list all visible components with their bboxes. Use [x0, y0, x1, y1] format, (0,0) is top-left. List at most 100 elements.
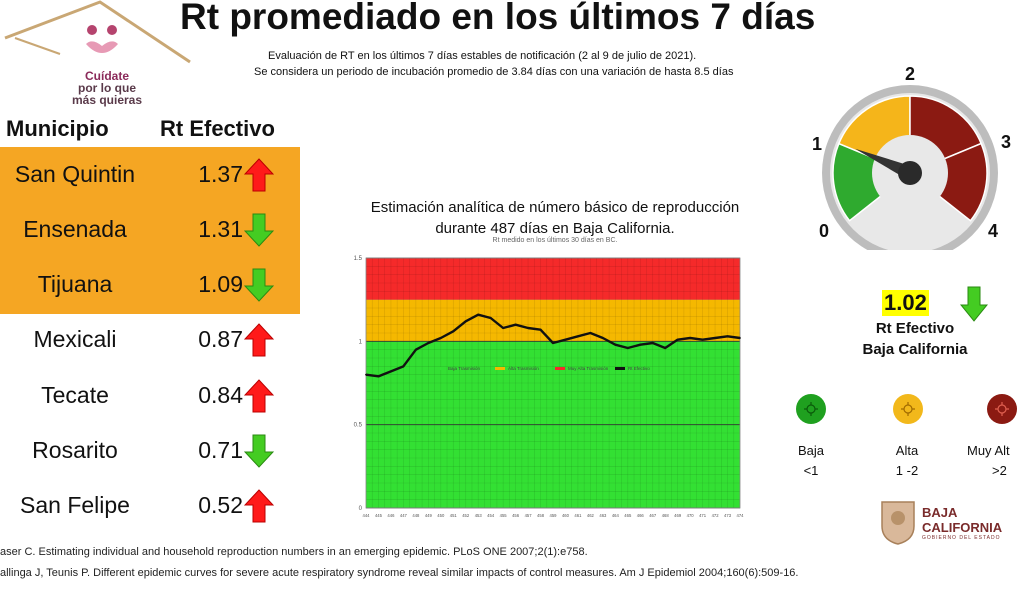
gauge-hub — [898, 161, 922, 185]
reference-1: aser C. Estimating individual and househ… — [0, 546, 588, 558]
zone-band — [366, 258, 740, 300]
x-tick-label: 445 — [375, 513, 383, 518]
header-rt-efectivo: Rt Efectivo — [160, 116, 275, 141]
data-point — [689, 337, 692, 339]
x-tick-label: 446 — [387, 513, 395, 518]
data-point — [589, 332, 592, 334]
arrow-up-icon — [244, 158, 274, 192]
x-tick-label: 456 — [512, 513, 520, 518]
rt-value: 0.87 — [198, 326, 243, 352]
data-point — [464, 320, 467, 323]
municipio-name: Tecate — [41, 382, 109, 408]
gauge-label: 0 — [819, 221, 829, 241]
data-point — [676, 338, 679, 341]
municipio-name: Ensenada — [23, 216, 127, 242]
rt-value: 0.52 — [198, 492, 243, 518]
house-heart-icon — [4, 0, 191, 64]
x-tick-label: 447 — [400, 513, 408, 518]
municipio-name: Tijuana — [37, 271, 113, 297]
rt-value: 1.09 — [198, 271, 243, 297]
header-municipio: Municipio — [6, 116, 109, 141]
rt-value: 1.37 — [198, 161, 243, 187]
municipio-name: San Quintin — [14, 161, 136, 187]
data-point — [427, 342, 430, 344]
data-point — [739, 337, 741, 339]
virus-icon — [804, 402, 818, 416]
chart-title: Estimación analítica de número básico de… — [330, 197, 780, 239]
x-tick-label: 474 — [737, 513, 745, 518]
table-row: Ensenada 1.31 — [0, 202, 300, 257]
arrow-down-icon — [960, 286, 988, 322]
rt-value: 0.71 — [198, 437, 243, 463]
legend-alta-name: Alta — [895, 443, 919, 458]
cuidate-logo — [0, 0, 200, 108]
x-tick-label: 453 — [475, 513, 483, 518]
data-point — [377, 375, 380, 378]
x-tick-label: 451 — [450, 513, 458, 518]
x-tick-label: 472 — [712, 513, 720, 518]
zone-band — [366, 299, 740, 342]
municipio-name: San Felipe — [20, 492, 130, 518]
rt-label-line1: Rt Efectivo — [875, 320, 955, 337]
chart-subtitle: Rt medido en los últimos 30 días en BC. — [492, 237, 618, 244]
gauge-segment-low — [832, 142, 912, 222]
legend-label: Rt Efectivo — [628, 366, 650, 371]
data-point — [477, 313, 480, 316]
data-point — [651, 342, 654, 344]
x-tick-label: 458 — [537, 513, 545, 518]
legend-swatch — [435, 367, 445, 370]
data-point — [664, 347, 667, 349]
x-tick-label: 468 — [662, 513, 670, 518]
data-point — [564, 338, 567, 341]
x-tick-label: 448 — [412, 513, 420, 518]
legend-label: Baja Trasmisión — [448, 366, 481, 371]
x-tick-label: 473 — [724, 513, 732, 518]
legend-baja-range: <1 — [803, 463, 819, 478]
x-tick-label: 466 — [637, 513, 645, 518]
x-tick-label: 454 — [487, 513, 495, 518]
data-point — [539, 328, 542, 331]
rt-label-line2: Baja California — [862, 341, 968, 358]
legend-swatch — [615, 367, 625, 370]
x-tick-label: 444 — [363, 513, 371, 518]
logo-slogan: Cuídate por lo que más quieras — [52, 70, 162, 106]
legend-muy-alta-range: >2 — [992, 463, 1007, 478]
data-point — [527, 327, 529, 329]
x-tick-label: 461 — [574, 513, 582, 518]
gauge-label: 4 — [988, 221, 998, 241]
rt-line-chart: 0 0.5 1 1.5 444 445 446 447 448 449 450 451 452 453 45… — [354, 256, 745, 518]
subtitle-line2: Se considera un periodo de incubación pr… — [254, 66, 734, 78]
legend-swatch — [495, 367, 505, 370]
data-point — [414, 348, 417, 351]
legend-label: Alta Trasmisión — [508, 366, 539, 371]
references: aser C. Estimating individual and househ… — [0, 542, 798, 584]
x-tick-label: 467 — [649, 513, 657, 518]
rt-baja-california-value: 1.02 — [882, 290, 929, 316]
data-point — [514, 323, 517, 326]
table-row: San Quintin 1.37 — [0, 147, 300, 202]
x-tick-label: 459 — [550, 513, 558, 518]
arrow-up-icon — [244, 323, 274, 357]
data-point — [614, 343, 617, 346]
x-tick-label: 465 — [624, 513, 632, 518]
rt-gauge: 0 1 2 3 4 — [812, 64, 1011, 250]
data-point — [701, 338, 704, 341]
virus-icon — [995, 402, 1009, 416]
coat-of-arms-icon — [881, 501, 915, 545]
municipio-name: Mexicali — [33, 326, 117, 352]
x-tick-label: 457 — [525, 513, 533, 518]
brand-line1: BAJA — [922, 505, 958, 520]
data-point — [726, 335, 729, 338]
legend-muy-alta: Muy Alt >2 — [967, 441, 1024, 481]
x-tick-label: 463 — [599, 513, 607, 518]
x-tick-label: 460 — [562, 513, 570, 518]
y-tick-label: 0.5 — [354, 423, 363, 429]
arrow-up-icon — [244, 489, 274, 523]
table-row: Tijuana 1.09 — [0, 257, 300, 312]
x-tick-label: 471 — [699, 513, 707, 518]
y-tick-label: 1.5 — [354, 256, 363, 262]
x-tick-label: 469 — [674, 513, 682, 518]
data-point — [452, 330, 455, 333]
rt-baja-california-label: Rt Efectivo Baja California — [840, 318, 990, 360]
plot-frame — [365, 257, 741, 509]
